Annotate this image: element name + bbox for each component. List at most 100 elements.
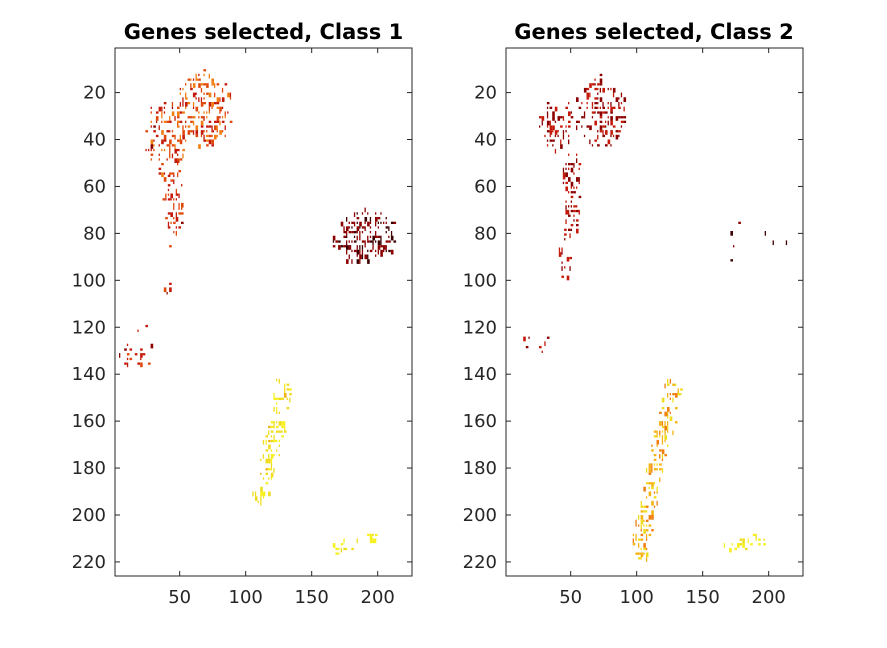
heatmap-cell bbox=[343, 235, 346, 238]
heatmap-cell bbox=[169, 282, 172, 285]
y-tick-label: 140 bbox=[463, 364, 497, 385]
heatmap-cell bbox=[675, 393, 678, 398]
heatmap-cell bbox=[276, 425, 279, 429]
heatmap-cell bbox=[356, 231, 358, 234]
heatmap-cell bbox=[268, 454, 270, 459]
heatmap-cell bbox=[568, 163, 571, 166]
heatmap-cell bbox=[578, 209, 580, 215]
heatmap-cell bbox=[731, 543, 733, 546]
heatmap-cell bbox=[568, 125, 571, 128]
heatmap-cell bbox=[645, 510, 648, 513]
heatmap-cell bbox=[332, 543, 336, 548]
x-tick-label: 200 bbox=[361, 587, 395, 608]
heatmap-cell bbox=[124, 362, 127, 365]
heatmap-cell bbox=[635, 519, 637, 525]
heatmap-cell bbox=[388, 240, 391, 243]
heatmap-cell bbox=[610, 144, 612, 147]
heatmap-cell bbox=[610, 130, 613, 135]
heatmap-cell bbox=[260, 491, 263, 497]
heatmap-cell bbox=[546, 139, 549, 142]
heatmap-cell bbox=[284, 421, 286, 426]
heatmap-cell bbox=[268, 458, 271, 464]
heatmap-cell bbox=[332, 235, 336, 241]
heatmap-cell bbox=[638, 552, 641, 555]
heatmap-cell bbox=[594, 111, 596, 114]
heatmap-cell bbox=[385, 249, 387, 253]
heatmap-cell bbox=[221, 120, 225, 123]
heatmap-cell bbox=[203, 97, 205, 100]
heatmap-cell bbox=[268, 425, 271, 429]
heatmap-cell bbox=[544, 341, 546, 346]
heatmap-cell bbox=[653, 482, 656, 485]
heatmap-cell bbox=[645, 552, 649, 558]
heatmap-cell bbox=[375, 249, 377, 253]
heatmap-cell bbox=[377, 245, 381, 250]
heatmap-cell bbox=[664, 425, 667, 431]
heatmap-cell bbox=[565, 106, 568, 109]
heatmap-cell bbox=[286, 397, 288, 400]
heatmap-cell bbox=[346, 240, 348, 246]
heatmap-cell bbox=[351, 249, 353, 253]
heatmap-cell bbox=[607, 102, 609, 105]
heatmap-cell bbox=[332, 240, 335, 243]
heatmap-cell bbox=[281, 435, 284, 438]
panel-class-1: Genes selected, Class 1 50 100 150 200 20 40… bbox=[72, 20, 413, 608]
heatmap-cell bbox=[597, 106, 599, 109]
heatmap-cell bbox=[375, 221, 377, 227]
heatmap-cell bbox=[195, 92, 197, 95]
heatmap-cell bbox=[284, 383, 286, 389]
heatmap-cell bbox=[610, 111, 613, 114]
heatmap-cell bbox=[561, 266, 563, 271]
heatmap-cell bbox=[195, 125, 199, 131]
heatmap-cell bbox=[552, 144, 554, 147]
heatmap-cell bbox=[158, 144, 160, 147]
heatmap-cell bbox=[607, 120, 609, 126]
heatmap-cell bbox=[659, 454, 661, 459]
heatmap-cell bbox=[359, 245, 361, 250]
heatmap-cell bbox=[177, 106, 180, 109]
heatmap-cell bbox=[635, 533, 637, 539]
heatmap-cell bbox=[278, 430, 282, 433]
heatmap-cell bbox=[651, 510, 654, 515]
heatmap-cell bbox=[591, 102, 594, 107]
x-axis: 50 100 150 200 bbox=[559, 48, 786, 608]
heatmap-cell bbox=[182, 130, 185, 135]
heatmap-cell bbox=[284, 388, 286, 393]
heatmap-cell bbox=[175, 188, 177, 194]
heatmap-cell bbox=[359, 231, 361, 236]
heatmap-cell bbox=[372, 538, 375, 544]
heatmap-cell bbox=[173, 207, 175, 210]
heatmap-cell bbox=[340, 221, 344, 227]
heatmap-cell bbox=[610, 120, 613, 126]
heatmap-cell bbox=[565, 172, 568, 178]
heatmap-cell bbox=[187, 130, 191, 135]
heatmap-cell bbox=[632, 538, 634, 544]
heatmap-cell bbox=[620, 102, 623, 105]
heatmap-cell bbox=[638, 557, 641, 560]
heatmap-cell bbox=[171, 144, 175, 147]
heatmap-cell bbox=[173, 174, 175, 177]
heatmap-cell bbox=[566, 275, 570, 281]
x-tick-label: 100 bbox=[620, 587, 654, 608]
heatmap-cell bbox=[562, 116, 565, 121]
heatmap-cell bbox=[348, 231, 352, 234]
heatmap-cell bbox=[203, 139, 206, 142]
heatmap-cell bbox=[276, 449, 278, 452]
heatmap-cell bbox=[227, 111, 229, 114]
heatmap-cell bbox=[158, 172, 162, 175]
heatmap-cell bbox=[190, 87, 193, 91]
heatmap-cell bbox=[591, 116, 594, 119]
heatmap-cell bbox=[561, 247, 563, 253]
heatmap-cell bbox=[568, 134, 570, 138]
heatmap-cell bbox=[356, 538, 358, 544]
heatmap-cell bbox=[560, 139, 562, 145]
heatmap-cell bbox=[560, 144, 563, 149]
heatmap-cell bbox=[273, 407, 275, 412]
heatmap-cells bbox=[119, 69, 397, 555]
heatmap-cell bbox=[651, 449, 654, 452]
heatmap-cell bbox=[612, 134, 615, 138]
heatmap-cell bbox=[573, 219, 575, 222]
heatmap-cell bbox=[214, 120, 217, 123]
heatmap-cell bbox=[667, 411, 669, 417]
heatmap-cell bbox=[554, 148, 557, 154]
